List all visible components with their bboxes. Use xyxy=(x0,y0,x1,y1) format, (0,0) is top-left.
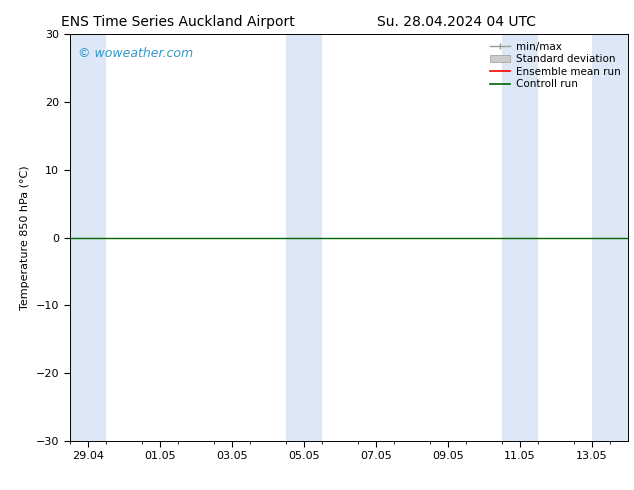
Bar xyxy=(501,34,538,441)
Legend: min/max, Standard deviation, Ensemble mean run, Controll run: min/max, Standard deviation, Ensemble me… xyxy=(486,37,624,94)
Text: Su. 28.04.2024 04 UTC: Su. 28.04.2024 04 UTC xyxy=(377,15,536,29)
Text: © woweather.com: © woweather.com xyxy=(78,47,193,59)
Y-axis label: Temperature 850 hPa (°C): Temperature 850 hPa (°C) xyxy=(20,165,30,310)
Bar xyxy=(70,34,106,441)
Text: ENS Time Series Auckland Airport: ENS Time Series Auckland Airport xyxy=(61,15,294,29)
Bar xyxy=(286,34,321,441)
Bar xyxy=(592,34,628,441)
